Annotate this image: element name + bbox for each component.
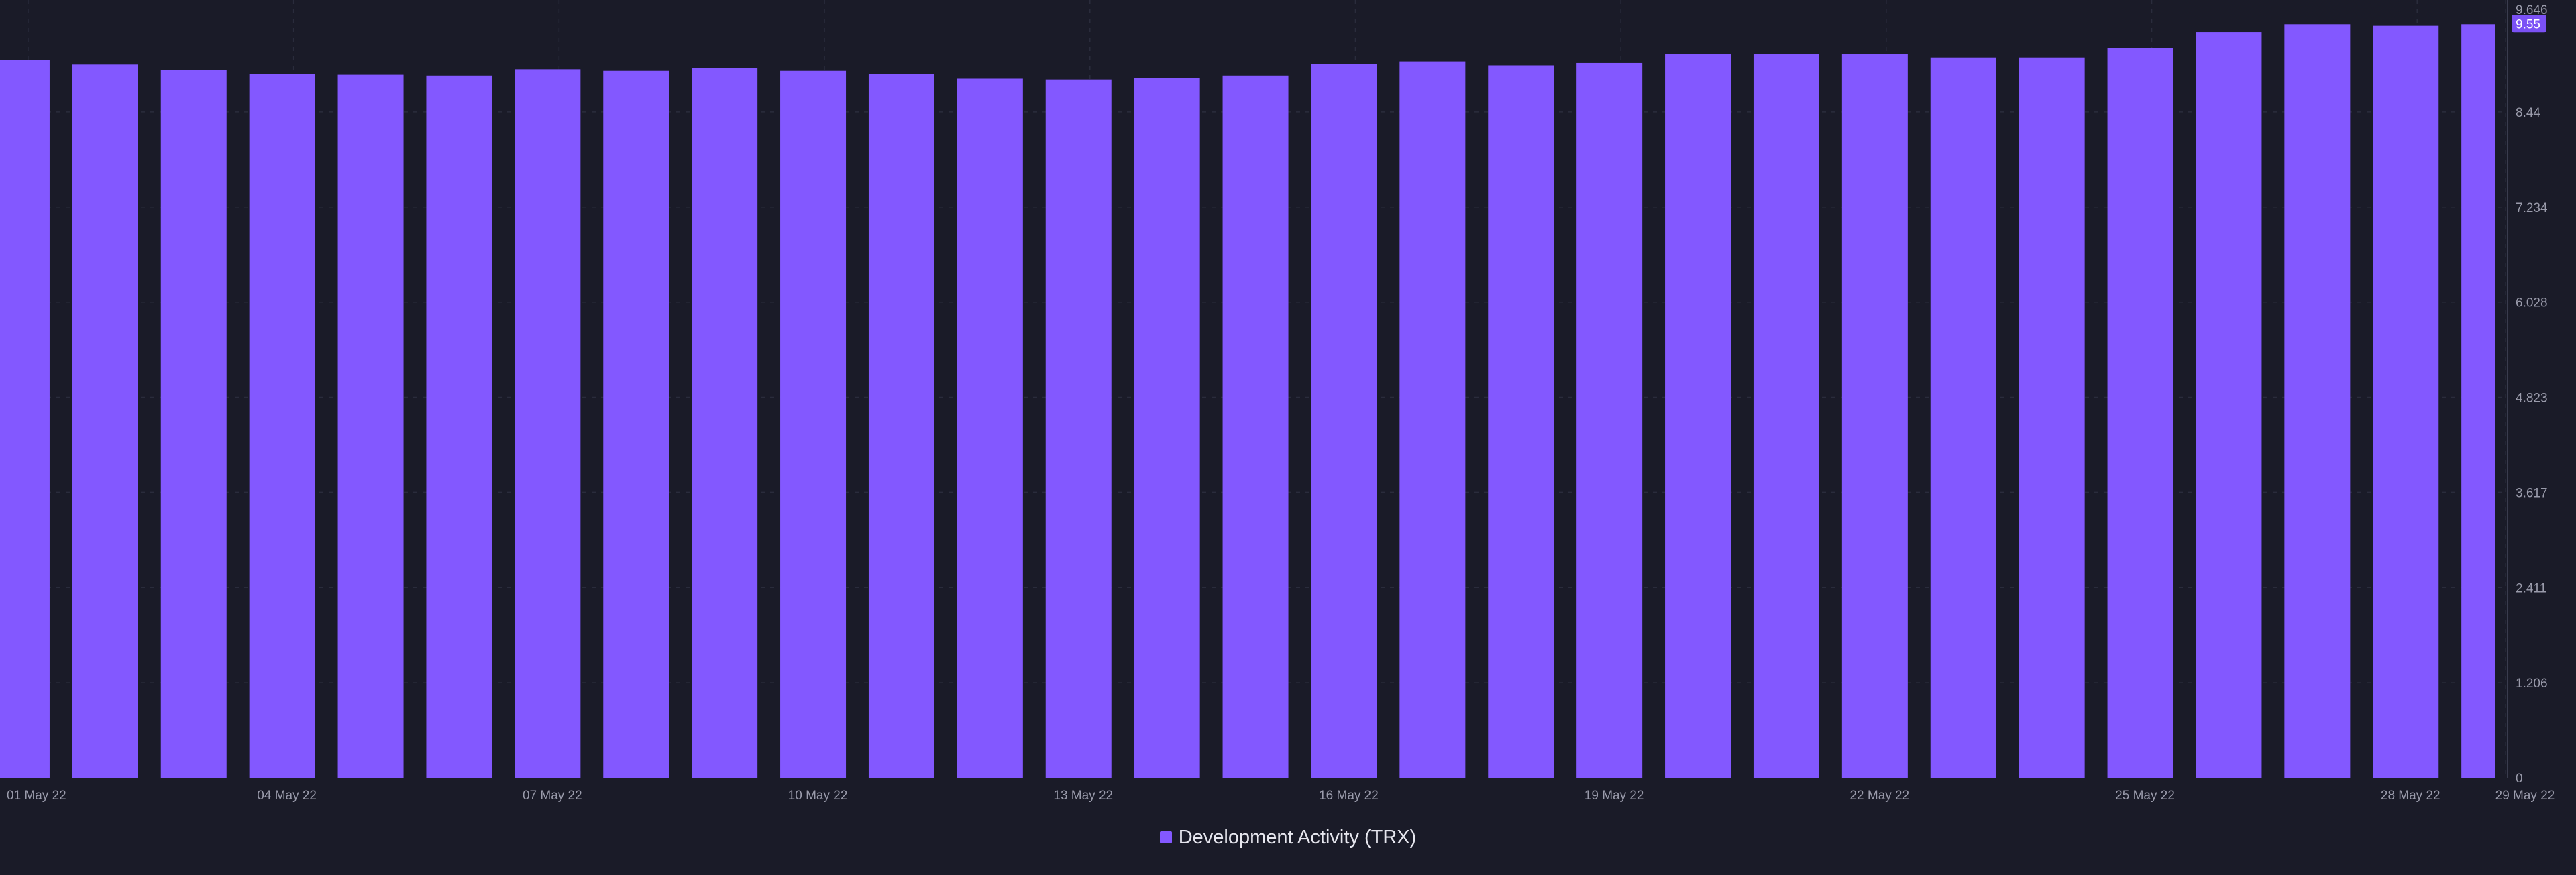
bar [2284,24,2351,778]
bar [515,69,581,778]
bar [249,74,315,778]
axis-layer: 0 1.206 2.411 3.617 4.823 6.028 7.234 8.44 9.646… [7,0,2555,803]
bar [1399,61,1466,778]
bar [72,64,138,778]
bar [1488,65,1554,778]
last-value-label: 9.55 [2516,17,2540,32]
bar [2373,25,2439,778]
x-tick-label: 19 May 22 [1585,789,1644,803]
y-tick-label: 6.028 [2516,296,2548,310]
y-tick-label: 4.823 [2516,392,2548,406]
x-tick-label: 16 May 22 [1319,789,1379,803]
y-tick-label: 7.234 [2516,201,2548,215]
bar [1665,54,1731,778]
y-tick-label: 0 [2516,772,2523,786]
bar [692,68,758,778]
bar [1930,57,1996,778]
y-tick-label-top: 9.646 [2516,3,2548,17]
y-tick-label: 3.617 [2516,486,2548,500]
x-tick-label: 28 May 22 [2381,789,2440,803]
x-tick-label: 25 May 22 [2115,789,2175,803]
chart-legend[interactable]: Development Activity (TRX) [0,824,2576,851]
bar [1576,62,1643,778]
bar [957,78,1023,778]
bar [1753,54,1819,778]
x-tick-label: 13 May 22 [1053,789,1113,803]
bar [2461,24,2496,778]
y-tick-label: 1.206 [2516,677,2548,691]
bar [2019,57,2085,778]
bar [1222,75,1289,778]
legend-swatch [1159,831,1172,843]
bar [160,70,227,778]
bar [603,70,669,778]
legend-label: Development Activity (TRX) [1178,826,1417,848]
bar [0,60,50,778]
x-tick-label: 10 May 22 [788,789,848,803]
y-tick-label: 2.411 [2516,581,2546,595]
bar [780,70,847,778]
bar [1134,78,1200,778]
x-tick-label: 29 May 22 [2496,789,2555,803]
bar [868,74,934,778]
bar [1841,54,1908,778]
bar [2107,48,2174,778]
last-value-badge [2512,15,2546,33]
bar [337,74,404,778]
bar [2196,32,2262,778]
bar [426,75,492,778]
bars-layer [0,24,2496,778]
x-tick-label: 01 May 22 [7,789,66,803]
x-tick-label: 04 May 22 [257,789,317,803]
x-tick-label: 22 May 22 [1849,789,1909,803]
y-tick-label: 8.44 [2516,106,2540,120]
bar [1045,79,1112,778]
x-tick-label: 07 May 22 [523,789,582,803]
bar [1311,64,1377,778]
